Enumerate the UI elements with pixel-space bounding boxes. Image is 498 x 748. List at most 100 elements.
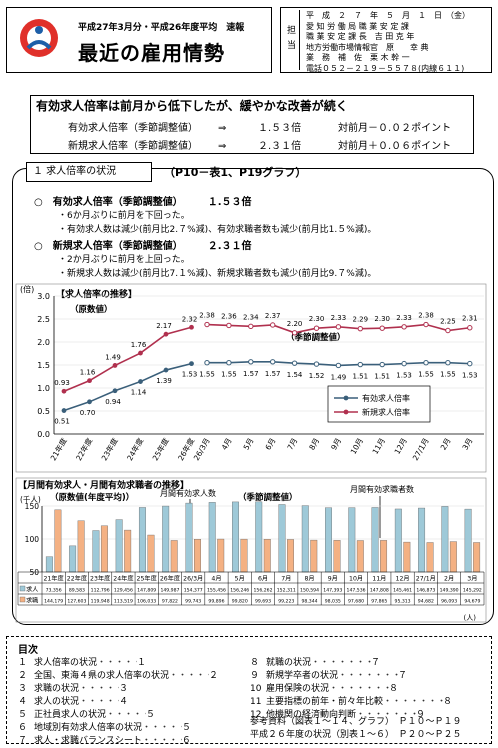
- toc-item[interactable]: ８ 就職の状況・・・・・・・・・・・・・・・・・・・・７: [250, 655, 380, 668]
- toc-number: 12: [250, 710, 262, 720]
- chart-title: 【月間有効求人・月間有効求職者の推移】: [18, 479, 189, 491]
- bar: [464, 508, 472, 573]
- item-line: ・新規求人数は減少(前月比7.１%減)、新規求職者数も減少(前月比9.７%減)。: [58, 269, 377, 279]
- bar: [240, 538, 248, 573]
- data-point: [401, 360, 407, 367]
- bar: [287, 539, 294, 573]
- data-point: [379, 325, 385, 331]
- data-point: [163, 331, 169, 337]
- x-tick-label: 24年度: [124, 436, 145, 463]
- legend-box: [327, 385, 431, 423]
- data-label: 1.55: [199, 371, 215, 379]
- data-point: [61, 408, 67, 413]
- data-point: [189, 361, 194, 367]
- legend-marker: [343, 395, 349, 401]
- data-point: [401, 324, 407, 330]
- chart-frame: [15, 283, 487, 473]
- data-label: 0.94: [105, 398, 121, 406]
- x-tick-label: 25年度: [137, 575, 157, 583]
- data-label: 1.51: [353, 373, 369, 381]
- toc-ref[interactable]: 参考資料（図表１～１４、グラフ） Ｐ１０～Ｐ１９: [250, 717, 462, 727]
- bar: [310, 539, 318, 573]
- legend-label: 新規求人倍率: [362, 407, 410, 417]
- toc-item[interactable]: ６ 地域別有効求人倍率の状況・・・・・・・・・・・・・・・・・・・・５: [18, 720, 191, 733]
- data-label: 73,356: [46, 588, 62, 594]
- data-point: [357, 325, 363, 332]
- data-label: 1.55: [440, 371, 456, 379]
- data-label: 2.37: [265, 312, 281, 320]
- toc-item[interactable]: 11 主要指標の前年・前々年比較・・・・・・・・・・・・・・・・・・・・８: [250, 694, 452, 707]
- contact-line: 電話０５２－２１９－５５７８(内線６１１): [306, 63, 465, 73]
- ratio-chart: (倍) 【求人倍率の推移】 0.0 0.5 1.0 1.5 2.0 2.5 3.0 （原数値） （季…: [15, 283, 487, 473]
- item-line: ・2か月ぶりに前月を上回った。: [58, 255, 190, 265]
- data-label: 127,603: [67, 599, 86, 605]
- toc-leader: ・・・・・・・・・・・・・・・・・・・・: [329, 684, 389, 694]
- table-legend-swatch: [19, 585, 26, 592]
- x-tick-label: 22年度: [67, 575, 87, 583]
- chart-title: 【求人倍率の推移】: [56, 288, 137, 300]
- data-label: 129,456: [114, 588, 133, 594]
- data-point: [270, 322, 276, 328]
- bar: [426, 542, 434, 573]
- data-label: 1.14: [131, 389, 147, 397]
- data-point: [467, 325, 473, 331]
- x-tick-label: 2月: [444, 576, 454, 583]
- page-title: 最近の雇用情勢: [78, 41, 225, 65]
- bar: [301, 505, 309, 573]
- toc-label: 求人倍率の状況: [34, 658, 98, 668]
- x-tick-label: 23年度: [90, 575, 110, 583]
- bar: [208, 502, 216, 573]
- toc-leader: ・・・・・・・・・・・・・・・・・・・・: [79, 697, 119, 707]
- toc-item[interactable]: ２全国、東海４県の求人倍率の状況・・・・・・・・・・・・・・・・・・・・２: [18, 668, 218, 681]
- bar: [473, 542, 481, 573]
- x-tick-label: 8月: [307, 437, 321, 452]
- bar: [194, 538, 201, 573]
- toc-head: 目次: [18, 645, 38, 656]
- x-tick-label: 4月: [211, 576, 221, 583]
- data-point: [112, 363, 118, 368]
- data-label: 2.38: [199, 312, 215, 320]
- bar: [45, 556, 53, 573]
- jobs-chart: 【月間有効求人・月間有効求職者の推移】 (千人) （原数値(年度平均)） （季節調整値…: [15, 477, 487, 623]
- toc-number: ３: [18, 684, 28, 694]
- data-label: 1.54: [287, 371, 303, 379]
- toc-label: 地域別有効求人倍率の状況: [34, 723, 143, 733]
- toc-label: 求職の状況: [34, 684, 80, 694]
- toc-page: ５: [146, 710, 156, 720]
- data-point: [445, 360, 451, 366]
- bar: [263, 538, 271, 573]
- y-tick-label: 2.0: [37, 338, 50, 347]
- data-label: 96,093: [441, 599, 457, 605]
- item-title: ○ 新規求人倍率（季節調整値） ２.３１倍: [34, 241, 252, 252]
- data-point: [163, 367, 169, 373]
- toc-ref[interactable]: 平成２６年度の状況（別表１～６） Ｐ２０～Ｐ２５: [250, 730, 462, 740]
- data-point: [87, 399, 92, 405]
- data-label: 2.20: [287, 320, 303, 328]
- x-tick-label: 10月: [349, 437, 365, 456]
- data-label: 97,822: [162, 599, 178, 605]
- data-point: [138, 379, 143, 384]
- data-point: [270, 359, 276, 365]
- toc-item[interactable]: 10 雇用保険の状況・・・・・・・・・・・・・・・・・・・・８: [250, 681, 398, 694]
- data-label: 152,311: [277, 588, 296, 594]
- bar: [333, 540, 341, 573]
- toc-item[interactable]: ９ 新規学卒者の状況・・・・・・・・・・・・・・・・・・・・７: [250, 668, 407, 681]
- data-label: 2.25: [440, 318, 456, 326]
- data-label: 113,519: [114, 599, 133, 605]
- summary-change: 対前月－０.０２ポイント: [338, 123, 452, 134]
- data-point: [357, 361, 363, 368]
- item-title: ○ 有効求人倍率（季節調整値） １.５３倍: [34, 197, 252, 208]
- toc-item[interactable]: 12 他機関の経済動向判断・・・・・・・・・・・・・・・・・・・・９: [250, 707, 425, 720]
- toc-item[interactable]: ７ 求人・求職バランスシート・・・・・・・・・・・・・・・・・・・・６: [18, 733, 191, 746]
- bar: [147, 534, 155, 573]
- data-label: 89,583: [69, 588, 85, 594]
- toc-page: ５: [182, 723, 192, 733]
- bar: [69, 545, 77, 573]
- data-label: 1.39: [156, 377, 172, 385]
- x-tick-label: 12月: [393, 437, 409, 456]
- bar: [232, 501, 239, 573]
